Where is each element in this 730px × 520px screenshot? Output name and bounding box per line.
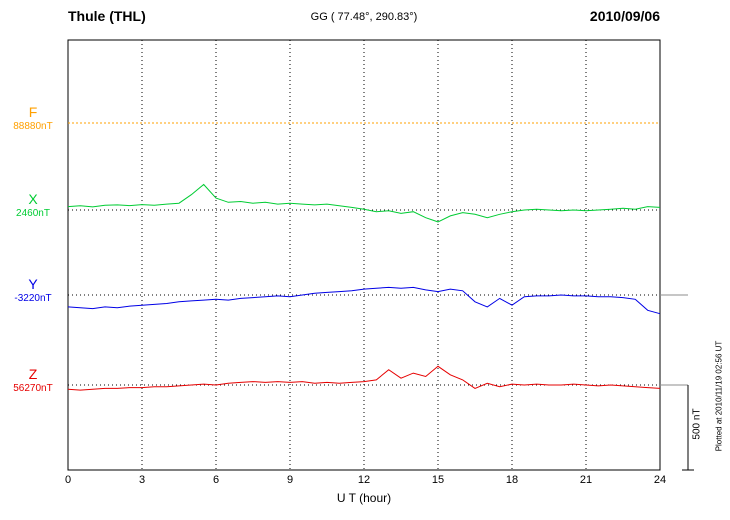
series-label-Y: Y -3220nT	[2, 277, 64, 304]
series-base-value-Z: 56270nT	[13, 383, 53, 394]
x-axis-title: U T (hour)	[336, 491, 392, 505]
x-tick-label-0: 0	[64, 474, 72, 486]
plotted-at-timestamp: Plotted at 2010/11/19 02:56 UT	[714, 340, 724, 452]
trace-X	[67, 183, 661, 223]
series-label-F: F 88880nT	[2, 105, 64, 132]
plot-date: 2010/09/06	[589, 8, 660, 24]
series-base-value-F: 88880nT	[13, 121, 53, 132]
series-letter-X: X	[28, 191, 38, 207]
plot-frame	[67, 39, 661, 471]
x-tick-label-24: 24	[653, 474, 667, 486]
series-label-X: X 2460nT	[2, 192, 64, 219]
series-letter-Y: Y	[28, 276, 38, 292]
x-tick-label-6: 6	[212, 474, 220, 486]
geographic-coordinates: GG ( 77.48°, 290.83°)	[310, 11, 418, 23]
x-tick-label-12: 12	[357, 474, 371, 486]
scale-bar-label: 500 nT	[691, 408, 703, 440]
station-title: Thule (THL)	[68, 8, 146, 24]
x-tick-label-9: 9	[286, 474, 294, 486]
series-letter-Z: Z	[28, 366, 38, 382]
x-tick-label-18: 18	[505, 474, 519, 486]
series-label-Z: Z 56270nT	[2, 367, 64, 394]
trace-Z	[67, 365, 661, 391]
series-letter-F: F	[28, 104, 38, 120]
x-tick-label-21: 21	[579, 474, 593, 486]
trace-Y	[67, 286, 661, 315]
x-tick-label-15: 15	[431, 474, 445, 486]
series-base-value-Y: -3220nT	[14, 293, 52, 304]
x-tick-label-3: 3	[138, 474, 146, 486]
series-base-value-X: 2460nT	[16, 208, 50, 219]
